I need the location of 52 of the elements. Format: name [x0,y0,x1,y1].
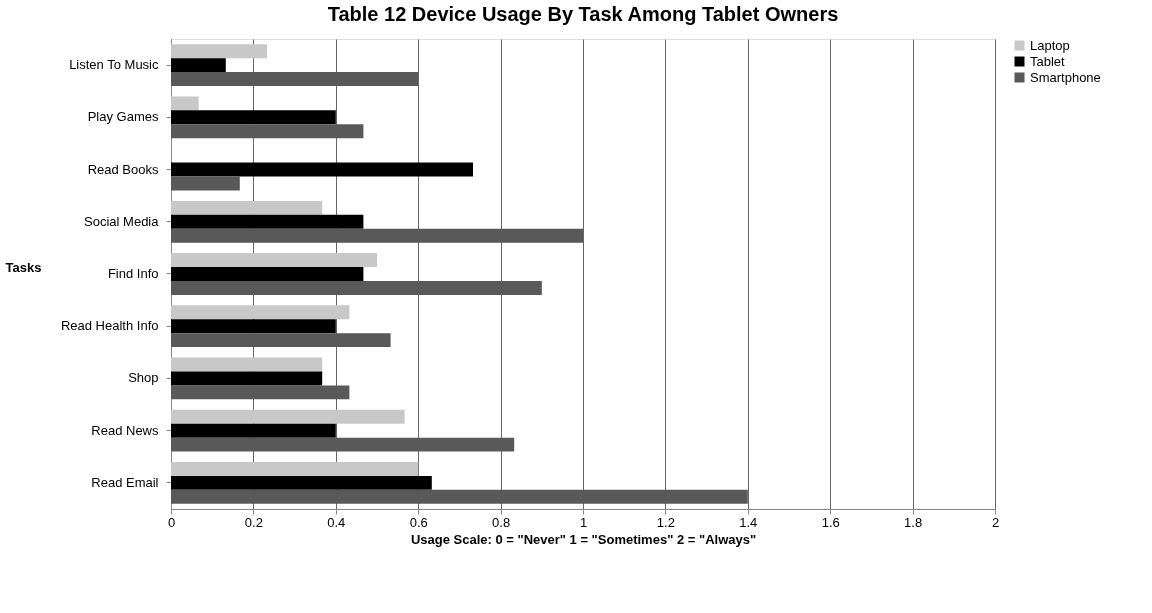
bar [171,44,267,59]
bar [171,385,350,400]
bar [171,72,419,86]
x-tick-label: 0 [167,514,176,530]
bar [171,333,391,348]
bar [171,110,336,125]
x-axis-title: Usage Scale: 0 = "Never" 1 = "Sometimes" 2 = "Always" [410,531,757,547]
y-tick-label: Find Info [107,266,159,281]
bar [171,437,515,452]
y-tick-label: Play Games [87,109,159,125]
x-tick-label: 2 [991,514,1000,530]
y-tick-label: Listen To Music [69,57,159,73]
x-tick-label: 1.6 [821,514,840,530]
x-tick-label: 1.8 [904,514,923,530]
y-tick-label: Shop [128,370,159,386]
y-tick-label: Social Media [84,213,160,229]
x-tick-label: 1.2 [656,514,675,530]
bar [171,176,240,191]
x-tick-label: 0.8 [492,514,511,530]
bar [171,58,226,73]
bar [171,423,336,438]
y-tick-label: Read Health Info [60,318,159,334]
bar [171,489,748,504]
bar [171,319,336,334]
bar [171,280,542,295]
bar [171,162,473,177]
x-tick-label: 0.4 [327,514,346,530]
legend-label: Tablet [1030,53,1066,69]
x-tick-label: 0.2 [244,514,263,530]
bar [171,267,364,281]
y-tick-label: Read Books [87,161,159,177]
x-tick-label: 1.4 [739,514,758,530]
y-tick-label: Read Email [91,474,159,490]
bar [171,228,583,243]
legend-label: Smartphone [1030,69,1101,85]
chart-title: Table 12 Device Usage By Task Among Tablet Owners [327,3,839,25]
y-tick-label: Read News [91,422,159,438]
y-axis-title: Tasks [5,259,42,275]
bar [171,305,350,320]
x-tick-label: 1 [579,514,588,530]
bar [171,124,364,139]
bar [171,462,419,476]
bar [171,357,323,372]
bar [171,409,405,424]
bar [171,371,323,386]
bar [171,200,323,215]
legend-label: Laptop [1030,37,1070,53]
bar [171,475,432,490]
bar [171,96,199,111]
bar [171,253,377,268]
x-tick-label: 0.6 [409,514,428,530]
bar [171,214,364,229]
